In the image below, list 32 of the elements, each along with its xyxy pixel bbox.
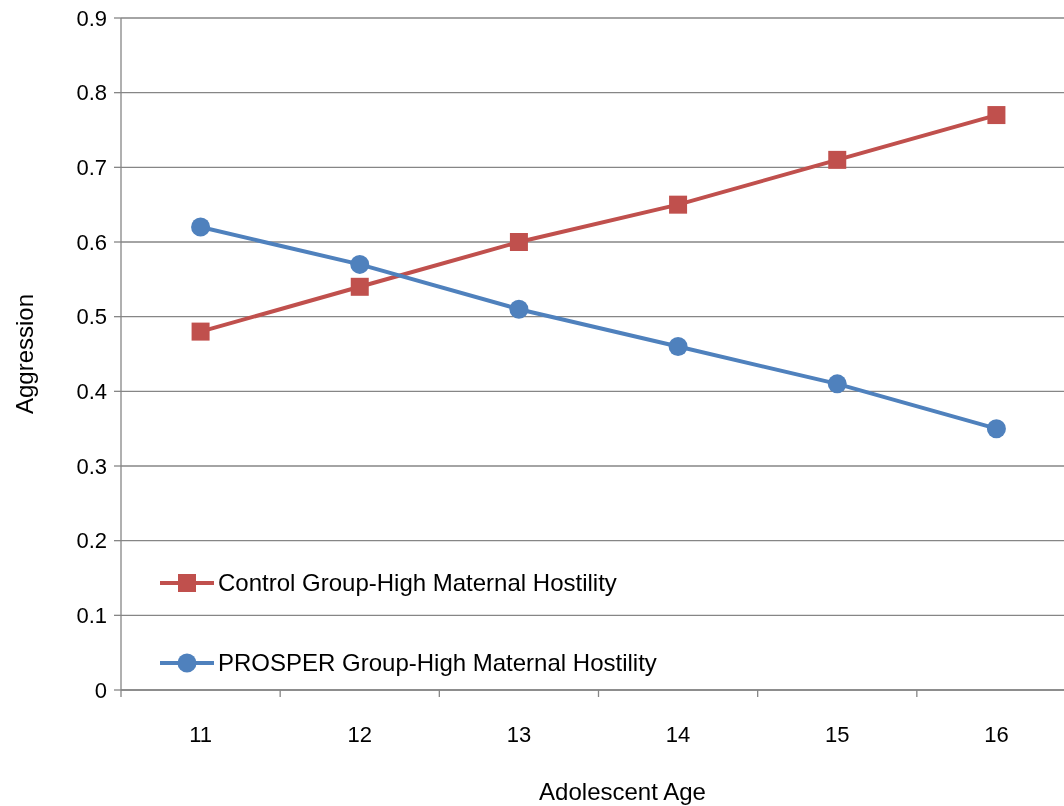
y-tick-label: 0 <box>94 677 107 703</box>
x-tick-label: 13 <box>506 722 532 747</box>
x-tick-label: 11 <box>189 722 213 747</box>
x-tick-label: 12 <box>347 722 372 747</box>
point <box>191 217 211 237</box>
y-tick-label: 0.8 <box>76 80 107 106</box>
point <box>986 419 1006 439</box>
y-tick-label: 0.4 <box>76 379 107 405</box>
y-tick-label: 0.2 <box>76 528 107 554</box>
x-tick-label: 16 <box>984 722 1009 747</box>
y-axis-title: Aggression <box>11 293 38 415</box>
legend-label: PROSPER Group-High Maternal Hostility <box>218 649 657 677</box>
y-tick-label: 0.7 <box>76 155 107 181</box>
y-tick-label: 0.5 <box>76 304 107 330</box>
x-tick-label: 14 <box>665 722 691 747</box>
y-tick-label: 0.3 <box>76 453 107 479</box>
y-tick-label: 0.1 <box>76 603 107 629</box>
point <box>191 322 210 341</box>
point <box>509 233 528 251</box>
point <box>987 106 1006 125</box>
legend-label: Control Group-High Maternal Hostility <box>218 569 617 597</box>
y-tick-label: 0.6 <box>76 229 107 255</box>
x-axis-title: Adolescent Age <box>539 778 706 805</box>
y-tick-label: 0.9 <box>76 5 107 31</box>
point <box>350 277 369 296</box>
point <box>669 195 688 214</box>
point <box>509 299 529 319</box>
x-tick-label: 15 <box>825 722 850 747</box>
point <box>827 374 847 394</box>
point <box>350 254 370 274</box>
point <box>668 337 688 357</box>
point <box>828 150 847 169</box>
